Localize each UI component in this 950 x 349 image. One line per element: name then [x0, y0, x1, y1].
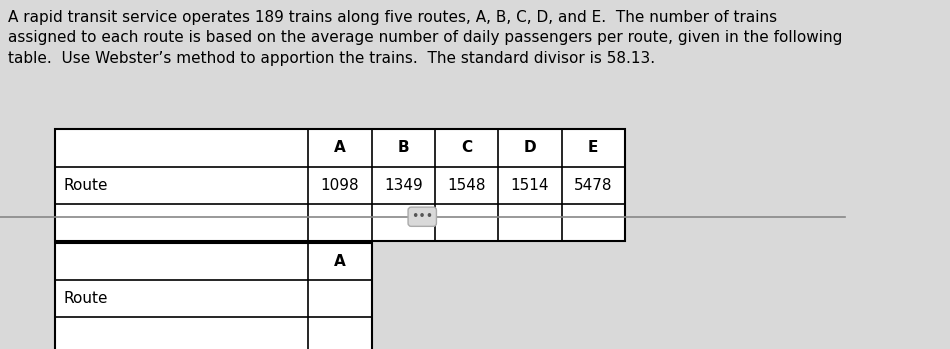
Text: C: C [461, 141, 472, 156]
Text: A: A [334, 141, 346, 156]
Text: A: A [334, 254, 346, 269]
Text: 1514: 1514 [511, 178, 549, 193]
Text: 5478: 5478 [574, 178, 613, 193]
Text: Route: Route [64, 178, 108, 193]
Text: •••: ••• [411, 210, 433, 223]
Text: Route: Route [64, 291, 108, 306]
Text: E: E [588, 141, 598, 156]
Text: 1548: 1548 [447, 178, 485, 193]
Text: A rapid transit service operates 189 trains along five routes, A, B, C, D, and E: A rapid transit service operates 189 tra… [9, 10, 843, 66]
Text: 1098: 1098 [320, 178, 359, 193]
Text: 1349: 1349 [384, 178, 423, 193]
Text: D: D [523, 141, 536, 156]
FancyBboxPatch shape [55, 129, 625, 241]
Text: B: B [397, 141, 409, 156]
FancyBboxPatch shape [55, 243, 371, 349]
